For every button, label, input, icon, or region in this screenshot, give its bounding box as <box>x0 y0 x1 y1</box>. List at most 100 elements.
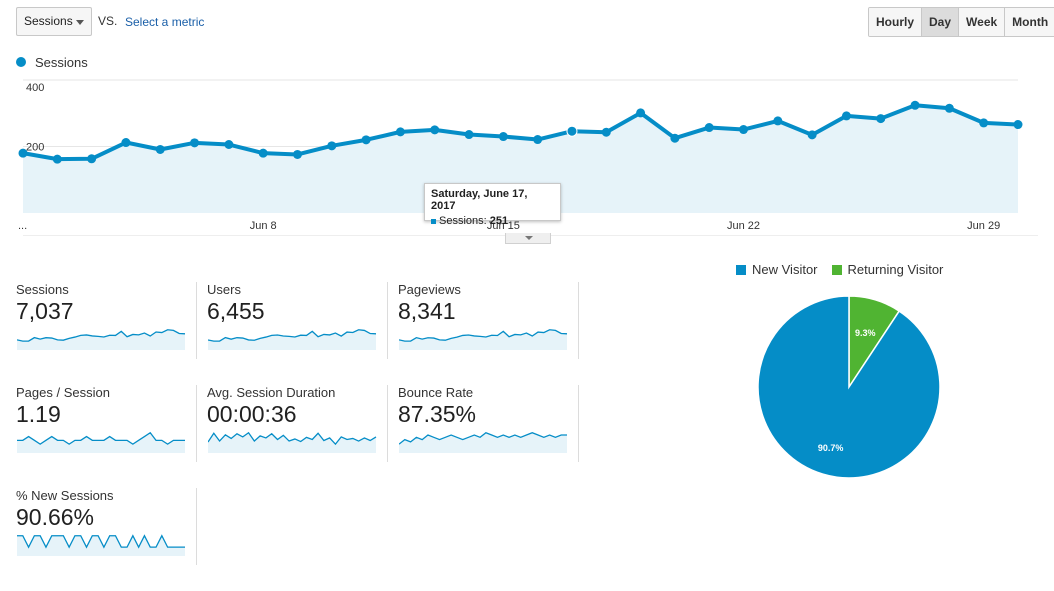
data-point <box>636 108 646 118</box>
pie-slice-label: 90.7% <box>818 443 844 453</box>
chart-collapse-handle[interactable] <box>505 233 551 244</box>
legend-swatch <box>736 264 746 275</box>
sparkline-line <box>17 329 186 342</box>
tooltip-date: Saturday, June 17, 2017 <box>431 188 528 212</box>
x-tick-label: Jun 8 <box>250 220 277 232</box>
tooltip-row: Sessions: 251 <box>431 215 554 227</box>
metric-select-value: Sessions <box>24 14 73 28</box>
data-point <box>155 144 165 154</box>
x-tick-label: ... <box>18 220 27 232</box>
time-granularity-toggle: Hourly Day Week Month <box>868 7 1054 37</box>
sessions-legend-dot <box>16 57 26 67</box>
metric-tile-sessions[interactable]: Sessions 7,037 <box>16 282 187 357</box>
data-point <box>121 138 131 148</box>
data-point <box>704 123 714 133</box>
tile-divider <box>578 282 579 359</box>
metric-value: 6,455 <box>207 298 265 324</box>
data-point <box>601 127 611 137</box>
select-metric-link[interactable]: Select a metric <box>125 15 205 29</box>
visitor-type-pie-chart[interactable]: 9.3% 90.7% <box>750 288 950 488</box>
data-point <box>944 103 954 113</box>
pie-legend-returning-visitor[interactable]: Returning Visitor <box>831 262 944 277</box>
metric-label: Avg. Session Duration <box>207 385 336 400</box>
metric-value: 1.19 <box>16 401 61 427</box>
data-point <box>190 138 200 148</box>
y-tick-label: 200 <box>26 142 44 154</box>
data-point <box>566 125 578 137</box>
sparkline <box>17 431 185 453</box>
metric-tile-bounce-rate[interactable]: Bounce Rate 87.35% <box>398 385 569 460</box>
tooltip-value: 251 <box>489 215 509 227</box>
data-point <box>87 154 97 164</box>
sparkline-area <box>399 432 567 453</box>
data-point <box>1013 120 1023 130</box>
data-point <box>224 140 234 150</box>
tile-divider <box>196 488 197 565</box>
metric-label: % New Sessions <box>16 488 114 503</box>
day-button[interactable]: Day <box>921 8 959 36</box>
sparkline <box>399 329 568 350</box>
chart-tooltip: Saturday, June 17, 2017 Sessions: 251 <box>424 183 561 227</box>
metric-tile-pageviews[interactable]: Pageviews 8,341 <box>398 282 569 357</box>
data-point <box>361 135 371 145</box>
tile-divider <box>387 385 388 462</box>
sparkline-area <box>17 329 185 350</box>
pie-slice-new-visitor <box>757 295 941 479</box>
metric-tile-avg-session-duration[interactable]: Avg. Session Duration 00:00:36 <box>207 385 378 460</box>
metric-tile-pages-per-session[interactable]: Pages / Session 1.19 <box>16 385 187 460</box>
metric-value: 00:00:36 <box>207 401 297 427</box>
month-button[interactable]: Month <box>1004 8 1054 36</box>
sparkline-area <box>208 432 376 453</box>
pie-legend-new-visitor[interactable]: New Visitor <box>736 262 818 277</box>
data-point <box>18 148 28 158</box>
sparkline-line <box>208 431 377 446</box>
chevron-down-icon <box>525 236 533 240</box>
data-point <box>292 149 302 159</box>
tile-divider <box>196 385 197 462</box>
metric-tile-users[interactable]: Users 6,455 <box>207 282 378 357</box>
legend-swatch <box>831 264 842 275</box>
hourly-button[interactable]: Hourly <box>869 8 922 36</box>
vs-label: VS. <box>98 14 118 28</box>
data-point <box>395 127 405 137</box>
metric-label: Pages / Session <box>16 385 110 400</box>
metric-label: Pageviews <box>398 282 461 297</box>
legend-label: Returning Visitor <box>847 262 944 277</box>
metric-tile-new-sessions[interactable]: % New Sessions 90.66% <box>16 488 187 563</box>
sparkline-line <box>208 329 377 342</box>
data-point <box>327 141 337 151</box>
pie-slice-label: 9.3% <box>855 328 876 338</box>
data-point <box>430 125 440 135</box>
data-point <box>498 132 508 142</box>
chevron-down-icon <box>76 20 84 25</box>
data-point <box>52 154 62 164</box>
sparkline-area <box>208 329 376 350</box>
series-line <box>22 103 1019 162</box>
metric-value: 7,037 <box>16 298 74 324</box>
pie-legend: New Visitor Returning Visitor <box>736 262 957 277</box>
data-point <box>739 125 749 135</box>
data-point <box>876 114 886 124</box>
data-point <box>464 130 474 140</box>
x-tick-label: Jun 29 <box>967 220 1000 232</box>
sparkline <box>399 431 567 453</box>
y-tick-label: 400 <box>26 82 44 94</box>
metric-select-dropdown[interactable]: Sessions <box>16 7 92 36</box>
data-point <box>979 118 989 128</box>
data-point <box>670 133 680 143</box>
data-point <box>533 135 543 145</box>
metric-value: 90.66% <box>16 504 95 530</box>
series-area <box>23 105 1018 213</box>
metric-value: 87.35% <box>398 401 477 427</box>
sparkline-line <box>399 431 567 445</box>
tile-divider <box>387 282 388 359</box>
data-point <box>841 111 851 121</box>
data-point <box>258 148 268 158</box>
tooltip-label: Sessions: <box>439 215 487 227</box>
data-point <box>773 116 783 126</box>
tile-divider <box>578 385 579 462</box>
sparkline-area <box>399 329 567 350</box>
sparkline-line <box>399 329 568 342</box>
week-button[interactable]: Week <box>958 8 1005 36</box>
sparkline <box>208 431 377 453</box>
